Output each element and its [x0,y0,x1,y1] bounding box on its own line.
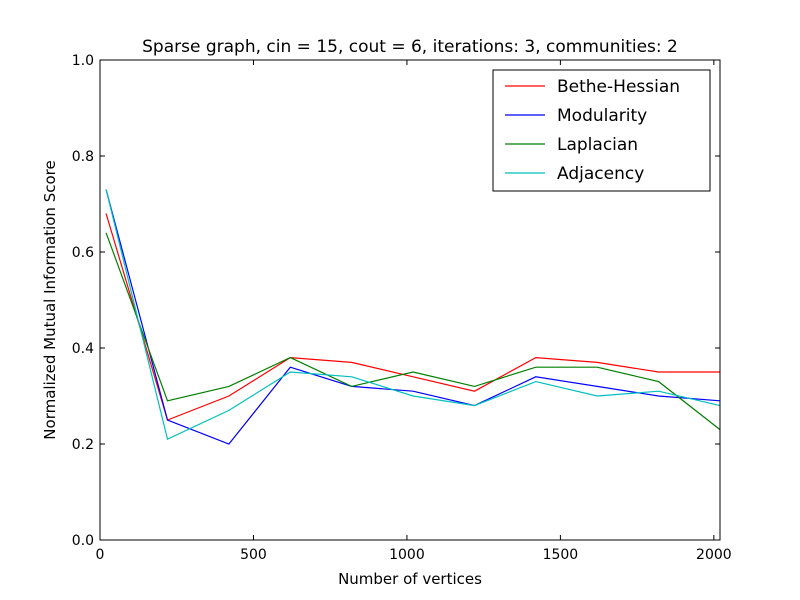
legend-label: Bethe-Hessian [557,77,680,97]
legend-label: Laplacian [557,135,638,155]
series-line-laplacian [105,232,721,431]
y-tick-label: 0.0 [72,533,94,549]
series-line-adjacency [105,189,721,441]
y-tick-label: 1.0 [72,53,94,69]
legend [492,69,711,192]
y-tick-label: 0.6 [72,245,94,261]
legend-label: Adjacency [557,164,644,184]
series-line-modularity [105,189,721,445]
x-tick-label: 2000 [696,547,732,563]
x-tick-label: 1000 [389,547,425,563]
x-tick-label: 1500 [543,547,579,563]
y-tick-label: 0.4 [72,341,94,357]
x-tick-label: 0 [96,547,105,563]
y-tick-label: 0.8 [72,149,94,165]
axes-frame [99,59,721,541]
chart-title: Sparse graph, cin = 15, cout = 6, iterat… [142,37,678,57]
series-line-bethe-hessian [105,213,720,421]
y-axis-label: Normalized Mutual Information Score [41,160,59,439]
x-axis-label: Number of vertices [338,570,482,588]
x-tick-label: 500 [240,547,267,563]
legend-label: Modularity [557,106,647,126]
y-tick-label: 0.2 [72,437,94,453]
